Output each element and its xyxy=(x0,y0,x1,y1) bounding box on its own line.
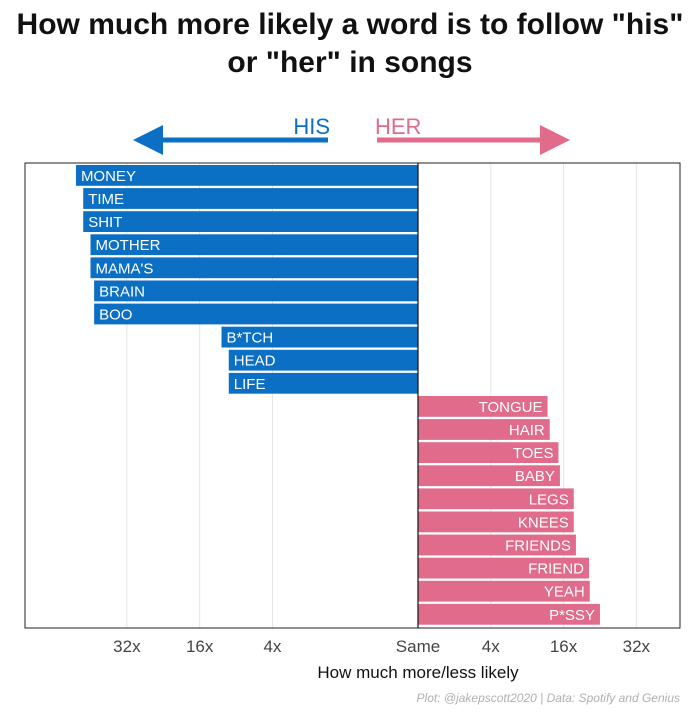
bar-his: B*TCH xyxy=(221,326,418,348)
direction-indicators: HIS HER xyxy=(133,114,570,155)
bar xyxy=(418,511,574,533)
bar xyxy=(221,326,418,348)
bar-her: KNEES xyxy=(418,511,574,533)
caption: Plot: @jakepscott2020 | Data: Spotify an… xyxy=(417,691,680,705)
bar-his: TIME xyxy=(83,188,418,209)
bar-label: KNEES xyxy=(518,514,569,531)
bar xyxy=(418,442,559,463)
bar-label: TONGUE xyxy=(479,399,543,416)
bar-his: LIFE xyxy=(228,372,418,394)
bar-his: MOTHER xyxy=(90,234,418,256)
x-tick-label: Same xyxy=(396,637,440,656)
bar-label: LEGS xyxy=(529,491,569,508)
bar-label: HEAD xyxy=(234,353,276,370)
bar-his: HEAD xyxy=(228,349,418,371)
bar-label: HAIR xyxy=(509,422,545,439)
his-direction-label: HIS xyxy=(293,114,330,139)
bar xyxy=(418,419,550,440)
bar xyxy=(418,534,576,556)
bar-her: FRIENDS xyxy=(418,534,576,556)
bar xyxy=(418,580,590,602)
bar-label: TIME xyxy=(88,191,124,208)
bar-label: TOES xyxy=(513,445,554,462)
bar-his: BRAIN xyxy=(94,280,418,302)
bar-her: BABY xyxy=(418,465,560,487)
bar-label: LIFE xyxy=(234,376,266,393)
bar-label: MAMA'S xyxy=(96,260,154,277)
bar-label: FRIEND xyxy=(528,561,584,578)
bar xyxy=(228,372,418,394)
bar xyxy=(90,234,418,256)
x-tick-label: 4x xyxy=(482,637,500,656)
bar-label: YEAH xyxy=(544,584,585,601)
x-tick-label: 32x xyxy=(113,637,141,656)
x-tick-label: 16x xyxy=(550,637,578,656)
bar-label: MOTHER xyxy=(96,237,161,254)
her-direction-label: HER xyxy=(375,114,421,139)
bar-her: YEAH xyxy=(418,580,590,602)
bar-his: MAMA'S xyxy=(90,257,418,279)
bar xyxy=(418,488,574,510)
bar xyxy=(94,303,418,325)
bar-label: BOO xyxy=(99,307,132,324)
bar xyxy=(418,396,548,417)
bar xyxy=(90,257,418,279)
bar xyxy=(418,465,560,487)
bar-label: BRAIN xyxy=(99,283,145,300)
bar xyxy=(418,603,600,625)
bar xyxy=(83,188,418,209)
plot-frame xyxy=(24,162,681,629)
bar-her: P*SSY xyxy=(418,603,600,625)
bar-label: B*TCH xyxy=(227,330,274,347)
x-tick-label: 4x xyxy=(263,637,281,656)
bar xyxy=(75,165,418,186)
chart-title-line-1: How much more likely a word is to follow… xyxy=(16,8,684,41)
bar xyxy=(228,349,418,371)
bar-label: BABY xyxy=(515,468,555,485)
chart-title-line-2: or "her" in songs xyxy=(227,46,473,79)
bar-her: LEGS xyxy=(418,488,574,510)
bar-his: SHIT xyxy=(83,211,418,232)
bar-her: TOES xyxy=(418,442,559,463)
bar-label: P*SSY xyxy=(549,607,595,624)
bar-her: FRIEND xyxy=(418,557,590,579)
x-tick-label: 16x xyxy=(186,637,214,656)
bar-label: MONEY xyxy=(81,168,136,185)
bar xyxy=(418,557,590,579)
bar-her: HAIR xyxy=(418,419,550,440)
bar xyxy=(83,211,418,232)
bar-her: TONGUE xyxy=(418,396,548,417)
bar-his: MONEY xyxy=(75,165,418,186)
bar-label: FRIENDS xyxy=(505,538,571,555)
bar-label: SHIT xyxy=(88,214,122,231)
bars: MONEY TIME SHIT MOTHER MAMA'S BRAIN BOO B*TCH HE… xyxy=(75,165,600,625)
bar-his: BOO xyxy=(94,303,418,325)
chart-title: How much more likely a word is to follow… xyxy=(0,6,700,82)
x-axis-ticks: 32x 16x 4x Same 4x 16x 32x xyxy=(113,637,650,656)
x-axis-title: How much more/less likely xyxy=(317,663,519,682)
bar xyxy=(94,280,418,302)
x-tick-label: 32x xyxy=(623,637,651,656)
